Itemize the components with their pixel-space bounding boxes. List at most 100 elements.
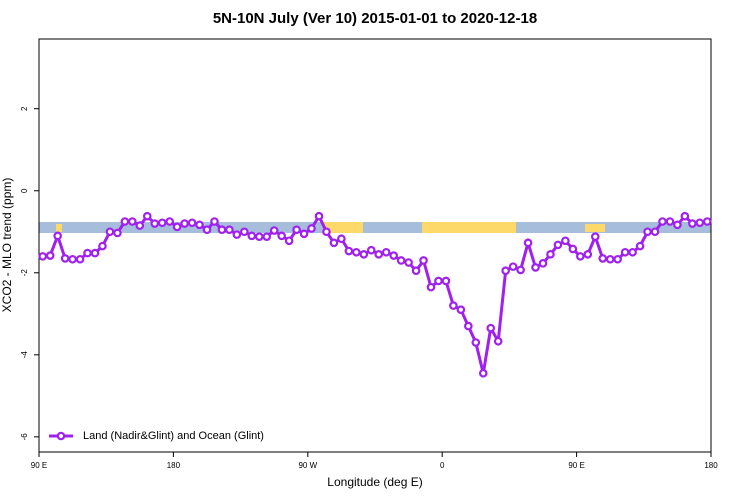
data-point (113, 228, 122, 238)
x-axis-label: Longitude (deg E) (327, 475, 422, 489)
land-ocean-strip (39, 222, 711, 233)
chart-title: 5N-10N July (Ver 10) 2015-01-01 to 2020-… (213, 10, 537, 27)
data-point (277, 231, 286, 241)
y-tick-label: 0 (20, 188, 29, 193)
x-tick-label: 180 (167, 461, 181, 470)
data-point (105, 227, 115, 237)
data-point (284, 236, 294, 246)
x-tick-label: 180 (704, 461, 718, 470)
data-point (314, 211, 324, 221)
data-point (434, 276, 443, 286)
data-point (508, 262, 518, 271)
data-point (404, 258, 413, 267)
data-point (531, 263, 540, 272)
data-point (366, 245, 376, 255)
data-point (419, 256, 428, 265)
data-point (598, 254, 608, 263)
data-point (643, 227, 652, 237)
data-point (464, 321, 473, 331)
data-point (613, 254, 622, 264)
plot-frame (38, 38, 712, 453)
data-point (60, 254, 70, 263)
data-point (546, 250, 555, 259)
data-point (583, 250, 593, 259)
y-tick-label: 2 (20, 106, 29, 111)
data-point (374, 250, 384, 259)
data-point (680, 211, 690, 221)
data-point (381, 247, 391, 257)
data-point (590, 232, 600, 241)
data-point (157, 218, 167, 228)
data-point (426, 282, 436, 292)
data-point (225, 225, 234, 235)
data-point (411, 266, 421, 276)
land-patch (585, 224, 605, 232)
data-point (68, 254, 77, 264)
land-patch (323, 222, 363, 233)
data-point (128, 217, 137, 226)
legend-marker (56, 431, 66, 441)
data-point (307, 224, 316, 233)
data-point (269, 226, 279, 235)
data-point (254, 232, 264, 241)
data-point (240, 227, 249, 237)
data-point (605, 254, 615, 264)
data-point (538, 259, 548, 268)
data-point (486, 323, 496, 333)
data-point (45, 251, 55, 260)
data-point (165, 217, 174, 226)
data-point (83, 248, 92, 258)
x-tick-label: 0 (440, 461, 445, 470)
data-point (344, 246, 354, 256)
data-point (292, 225, 301, 235)
data-point (53, 231, 62, 241)
land-patch (422, 222, 516, 233)
data-point (90, 248, 100, 258)
data-point (232, 230, 242, 239)
data-point (337, 234, 346, 244)
data-point (120, 217, 130, 226)
data-point (389, 251, 398, 260)
series-line (42, 213, 708, 374)
data-point (396, 256, 406, 265)
data-point (471, 338, 481, 347)
y-tick-label: -2 (20, 269, 29, 277)
data-point (665, 217, 675, 226)
data-point (688, 219, 697, 228)
data-point (202, 225, 212, 235)
land-patch (56, 224, 62, 232)
data-point (142, 211, 152, 221)
data-point (493, 336, 503, 346)
data-point (441, 276, 451, 286)
data-point (553, 240, 563, 250)
data-point (568, 244, 578, 254)
ocean-strip (39, 222, 711, 233)
data-point (217, 225, 227, 235)
data-point (150, 219, 160, 228)
data-point (695, 218, 705, 228)
data-point (359, 250, 369, 259)
data-point (322, 227, 331, 237)
data-point (38, 252, 48, 261)
data-point (620, 247, 630, 257)
data-point (172, 222, 182, 232)
data-point (523, 238, 533, 248)
data-point (75, 254, 85, 264)
data-point (195, 220, 204, 230)
data-point (329, 238, 339, 248)
legend-label: Land (Nadir&Glint) and Ocean (Glint) (83, 430, 264, 442)
y-tick-label: -4 (20, 351, 29, 359)
data-point (180, 219, 189, 228)
data-point (210, 217, 219, 226)
data-point (456, 305, 466, 314)
data-point (299, 229, 309, 239)
data-point (628, 247, 637, 257)
data-point (576, 252, 585, 261)
y-axis-label: XCO2 - MLO trend (ppm) (0, 178, 14, 313)
data-point (352, 247, 361, 257)
data-point (449, 301, 458, 310)
y-tick-label: -6 (20, 433, 29, 441)
data-point (98, 241, 107, 251)
